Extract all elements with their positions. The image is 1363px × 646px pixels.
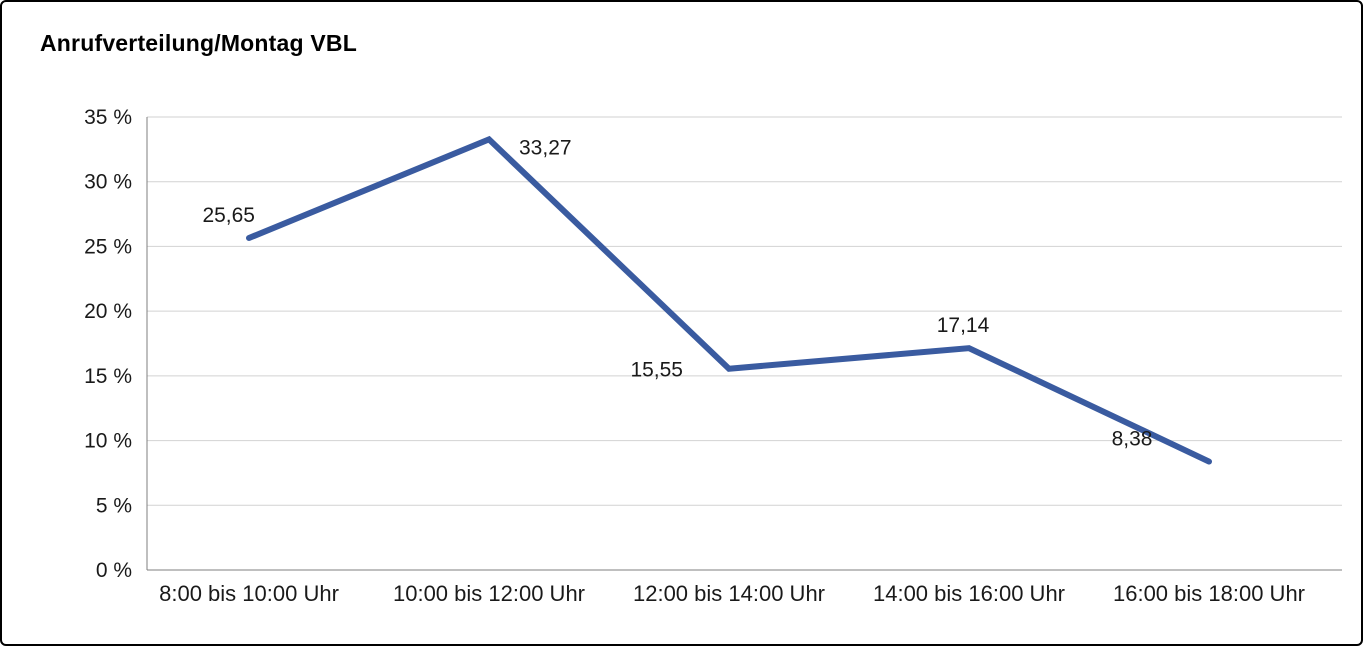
x-axis-tick-label: 8:00 bis 10:00 Uhr — [159, 581, 339, 606]
data-point-label: 15,55 — [630, 359, 683, 382]
data-point-label: 33,27 — [519, 136, 572, 159]
data-point-label: 8,38 — [1112, 428, 1153, 451]
x-axis-tick-label: 16:00 bis 18:00 Uhr — [1113, 581, 1305, 606]
data-point-label: 25,65 — [202, 204, 255, 227]
x-axis-tick-label: 14:00 bis 16:00 Uhr — [873, 581, 1065, 606]
chart-title: Anrufverteilung/Montag VBL — [40, 30, 357, 56]
data-line — [246, 135, 1212, 465]
y-axis-tick-label: 25 % — [84, 235, 132, 258]
x-axis-tick-label: 12:00 bis 14:00 Uhr — [633, 581, 825, 606]
y-axis-tick-label: 35 % — [84, 106, 132, 129]
y-axis-tick-label: 30 % — [84, 171, 132, 194]
y-axis-tick-label: 10 % — [84, 430, 132, 453]
x-axis-tick-label: 10:00 bis 12:00 Uhr — [393, 581, 585, 606]
data-point-label: 17,14 — [937, 314, 990, 337]
y-axis-tick-label: 0 % — [96, 559, 132, 582]
y-axis-tick-label: 20 % — [84, 300, 132, 323]
y-axis-tick-label: 5 % — [96, 494, 132, 517]
y-axis-tick-label: 15 % — [84, 365, 132, 388]
